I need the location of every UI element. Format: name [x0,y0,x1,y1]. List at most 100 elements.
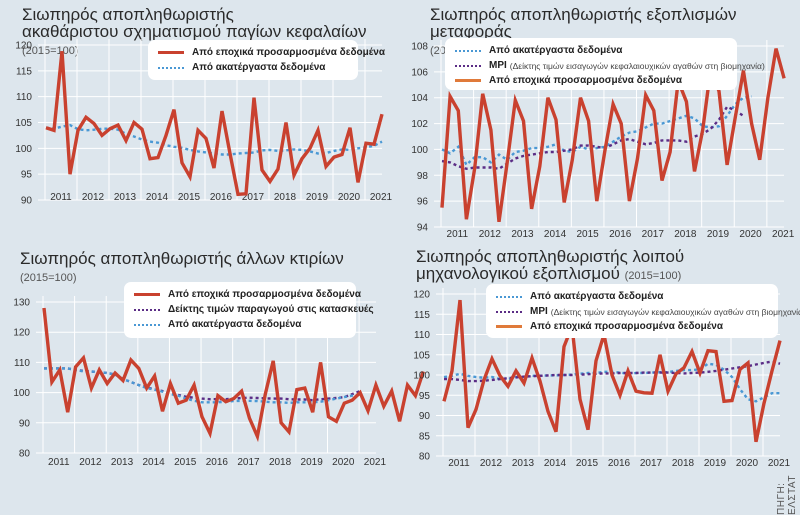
legend-item: Από ακατέργαστα δεδομένα [455,43,727,58]
legend-label: Από ακατέργαστα δεδομένα [530,291,664,302]
legend-label: Δείκτης τιμών παραγωγού στις κατασκευές [168,304,374,315]
x-tick-label: 2020 [736,458,759,469]
legend-swatch-dotted [158,66,184,69]
y-tick-label: 90 [419,411,431,422]
legend-item: Από εποχικά προσαρμοσμένα δεδομένα [496,319,768,334]
y-tick-label: 115 [16,66,32,77]
y-tick-label: 90 [21,196,33,207]
x-tick-label: 2014 [143,457,166,468]
line-chart: 94 96 98 100 102 104 106 108 2011 2012 2013 2014 201… [411,40,795,240]
x-tick-label: 2019 [301,457,324,468]
y-tick-label: 94 [417,223,429,234]
chart-title: Σιωπηρός αποπληθωριστής ακαθάριστου σχημ… [22,6,400,60]
x-tick-label: 2020 [338,192,361,203]
series-line-sa [440,48,786,223]
x-tick-label: 2015 [178,192,201,203]
y-tick-label: 120 [413,290,430,301]
y-tick-label: 102 [411,119,428,130]
y-tick-label: 106 [411,67,428,78]
y-tick-label: 85 [419,431,431,442]
legend-swatch-dotted [134,323,160,326]
x-tick-label: 2019 [704,458,727,469]
title-line-2: μηχανολογικού εξοπλισμού [416,264,620,283]
y-tick-label: 80 [419,452,431,463]
x-tick-label: 2021 [768,458,791,469]
legend-swatch-solid [496,325,522,328]
x-tick-label: 2021 [772,229,795,240]
series-line-sa [42,307,425,443]
x-tick-label: 2018 [269,457,292,468]
y-tick-label: 120 [13,328,30,339]
legend-item: Από εποχικά προσαρμοσμένα δεδομένα [134,287,361,302]
x-tick-label: 2012 [82,192,105,203]
legend-label: Από εποχικά προσαρμοσμένα δεδομένα [530,321,723,332]
x-tick-label: 2021 [364,457,387,468]
chart-legend: Από εποχικά προσαρμοσμένα δεδομένα Δείκτ… [124,282,374,338]
legend-label: Από ακατέργαστα δεδομένα [168,319,302,330]
x-tick-label: 2018 [672,458,695,469]
x-tick-label: 2011 [447,229,469,240]
x-tick-label: 2013 [111,457,134,468]
x-tick-label: 2019 [306,192,329,203]
x-tick-label: 2013 [512,458,535,469]
chart-title: Σιωπηρός αποπληθωριστής εξοπλισμών μεταφ… [430,6,800,60]
x-tick-label: 2012 [79,457,102,468]
y-tick-label: 100 [411,145,428,156]
legend-swatch-solid [134,293,160,296]
y-tick-label: 110 [16,92,32,103]
chart-title: Σιωπηρός αποπληθωριστής λοιπού μηχανολογ… [416,248,684,285]
x-tick-label: 2020 [332,457,355,468]
series-line-mpi [44,367,361,402]
y-tick-label: 98 [417,171,429,182]
y-tick-label: 100 [15,144,32,155]
legend-swatch-solid [158,51,184,54]
x-tick-label: 2017 [642,229,665,240]
x-tick-label: 2016 [609,229,632,240]
y-tick-label: 105 [413,350,430,361]
legend-swatch-dotted [496,295,522,298]
chart-panel-transport-equipment: Σιωπηρός αποπληθωριστής εξοπλισμών μεταφ… [400,0,800,240]
x-tick-label: 2019 [707,229,730,240]
legend-label: MPI [489,60,507,71]
title-line-1: Σιωπηρός αποπληθωριστής [22,5,234,24]
chart-panel-machinery: Σιωπηρός αποπληθωριστής λοιπού μηχανολογ… [400,240,800,479]
legend-swatch-dotted [455,49,481,52]
y-tick-label: 100 [13,388,30,399]
x-tick-label: 2016 [608,458,631,469]
series-line-sa [442,299,782,443]
legend-item: MPI (Δείκτης τιμών εισαγωγών κεφαλαιουχικ… [455,58,765,73]
title-line-1: Σιωπηρός αποπληθωριστής άλλων κτιρίων [20,249,344,268]
y-tick-label: 130 [13,298,30,309]
x-tick-label: 2018 [674,229,697,240]
chart-subtitle: (2015=100) [20,272,77,284]
y-tick-label: 110 [14,358,30,369]
legend-item: Από ακατέργαστα δεδομένα [134,317,346,332]
x-tick-label: 2018 [274,192,297,203]
y-tick-label: 95 [21,170,33,181]
x-tick-label: 2014 [544,229,567,240]
chart-panel-gross-fixed-capital: Σιωπηρός αποπληθωριστής ακαθάριστου σχημ… [0,0,400,240]
title-line-2: ακαθάριστου σχηματισμού παγίων κεφαλαίων [22,22,367,41]
x-tick-label: 2017 [237,457,260,468]
y-tick-label: 80 [19,449,31,460]
legend-item: Από ακατέργαστα δεδομένα [158,60,348,75]
x-tick-label: 2011 [448,458,470,469]
legend-note: (Δείκτης τιμών εισαγωγών κεφαλαιουχικών … [550,306,800,317]
chart-subtitle: (2015=100) [624,270,682,282]
legend-label: Από εποχικά προσαρμοσμένα δεδομένα [168,289,361,300]
legend-swatch-dotted [134,308,160,311]
y-tick-label: 110 [414,330,430,341]
y-tick-label: 115 [414,310,430,321]
y-tick-label: 120 [15,41,32,52]
legend-item: Δείκτης τιμών παραγωγού στις κατασκευές [134,302,374,317]
x-tick-label: 2015 [576,458,599,469]
legend-item: MPI (Δείκτης τιμών εισαγωγών κεφαλαιουχικ… [496,304,800,319]
line-chart: 80 85 90 95 100 105 110 115 120 2011 2012 2013 2014 2… [413,288,791,469]
chart-title: Σιωπηρός αποπληθωριστής άλλων κτιρίων (2… [20,250,344,287]
source-label: ΠΗΓΗ: ΕΛΣΤΑΤ [776,475,798,515]
x-tick-label: 2013 [114,192,137,203]
legend-label: Από ακατέργαστα δεδομένα [489,45,623,56]
x-tick-label: 2017 [640,458,663,469]
chart-panel-other-buildings: Σιωπηρός αποπληθωριστής άλλων κτιρίων (2… [0,240,425,479]
y-tick-label: 105 [15,118,32,129]
